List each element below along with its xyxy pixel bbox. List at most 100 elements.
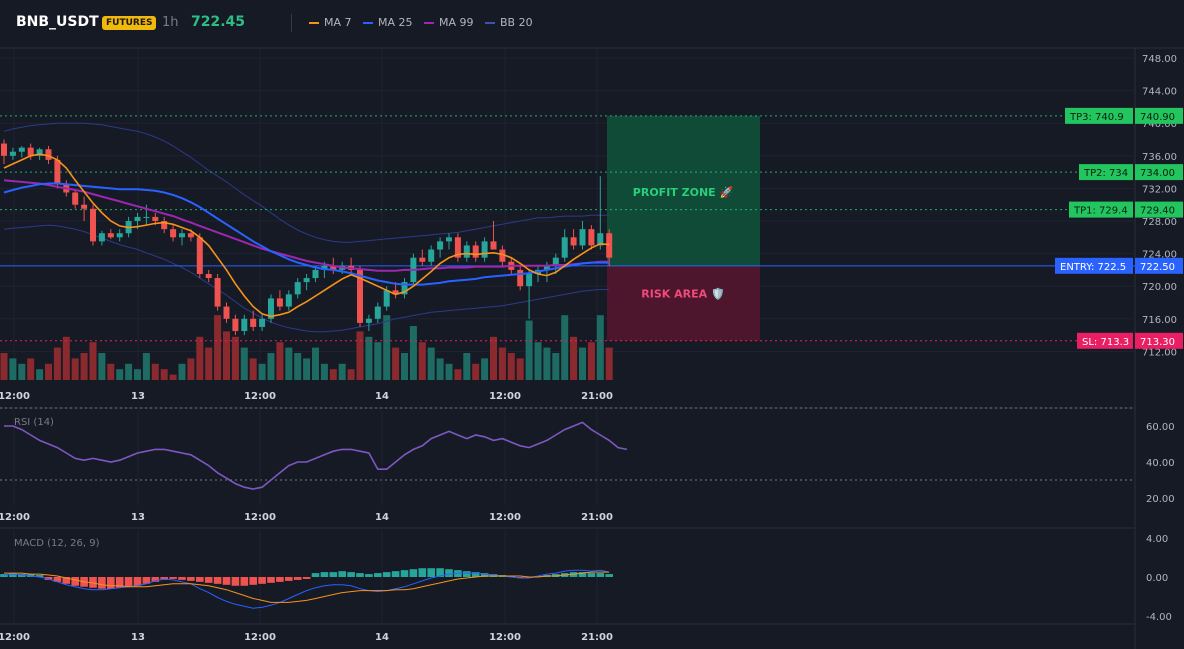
chart-header: BNB_USDT FUTURES 1h 722.45 MA 7 MA 25 MA…: [0, 0, 1184, 48]
ma99-swatch-icon: [424, 21, 434, 24]
macd-signal-line: [4, 571, 610, 603]
macd-x-tick-label: 14: [375, 632, 389, 643]
volume-bar: [374, 342, 382, 380]
legend-ma7-label: MA 7: [324, 16, 352, 29]
candle-body: [428, 249, 435, 262]
legend-ma99[interactable]: MA 99: [424, 16, 474, 29]
volume-bar: [338, 363, 346, 380]
volume-bar: [525, 320, 533, 380]
candle-body: [463, 245, 470, 258]
legend-ma99-label: MA 99: [439, 16, 474, 29]
legend-ma25[interactable]: MA 25: [363, 16, 413, 29]
volume-bar: [294, 353, 302, 380]
candle-body: [45, 149, 52, 160]
volume-bar: [436, 358, 444, 380]
volume-bar: [231, 336, 239, 380]
main-y-tick-label: 736.00: [1142, 152, 1177, 163]
volume-bar: [125, 363, 133, 380]
rsi-line: [4, 421, 628, 490]
volume-bar: [187, 358, 195, 380]
candle-body: [294, 282, 301, 295]
candle-body: [187, 233, 194, 238]
candle-body: [321, 265, 328, 270]
volume-bar: [543, 347, 551, 380]
level-tp2-tag-text: TP2: 734: [1083, 168, 1128, 179]
macd-histogram-bar: [605, 574, 613, 577]
macd-histogram-bar: [53, 577, 62, 582]
volume-bar: [401, 353, 408, 380]
macd-histogram-bar: [436, 568, 444, 577]
volume-bar: [53, 347, 61, 380]
level-sl-axis-price: 713.30: [1140, 337, 1175, 348]
bb20-swatch-icon: [485, 21, 495, 24]
main-y-tick-label: 712.00: [1142, 347, 1177, 358]
level-tp2-axis-price: 734.00: [1140, 168, 1175, 179]
candle-body: [561, 237, 568, 258]
candle-body: [259, 318, 266, 327]
volume-bar: [80, 353, 88, 380]
candle-body: [98, 233, 105, 242]
ma25-line: [3, 182, 610, 286]
candle-body: [250, 318, 257, 327]
macd-x-tick-label: 13: [131, 632, 145, 643]
macd-x-tick-label: 12:00: [0, 632, 30, 643]
main-y-tick-label: 748.00: [1142, 54, 1177, 65]
volume-bar: [507, 353, 515, 380]
volume-bar: [605, 347, 613, 380]
level-entry-axis-price: 722.50: [1140, 262, 1175, 273]
rsi-x-tick-label: 12:00: [489, 512, 521, 523]
ma25-swatch-icon: [363, 21, 373, 24]
macd-histogram-bar: [222, 577, 231, 585]
macd-histogram-bar: [204, 577, 213, 583]
volume-bar: [205, 347, 213, 380]
candle-body: [570, 237, 577, 246]
volume-bar: [0, 353, 8, 380]
futures-badge: FUTURES: [102, 16, 157, 30]
volume-bar: [427, 347, 435, 380]
candle-body: [36, 149, 43, 156]
macd-histogram-bar: [276, 577, 284, 582]
candle-body: [232, 318, 239, 332]
rsi-x-tick-label: 21:00: [581, 512, 613, 523]
candle-body: [27, 147, 34, 156]
macd-line: [3, 569, 610, 609]
legend-bb20-label: BB 20: [500, 16, 533, 29]
main-y-tick-label: 744.00: [1142, 87, 1177, 98]
volume-bar: [534, 342, 542, 380]
timeframe-label[interactable]: 1h: [162, 15, 179, 30]
macd-histogram-bar: [587, 573, 596, 577]
volume-bar: [516, 358, 524, 380]
volume-bar: [490, 336, 497, 380]
legend-ma7[interactable]: MA 7: [309, 16, 352, 29]
macd-x-tick-label: 21:00: [581, 632, 613, 643]
macd-histogram-bar: [302, 577, 311, 579]
main-y-tick-label: 724.00: [1142, 250, 1177, 261]
macd-y-tick-label: 0.00: [1146, 573, 1168, 584]
legend-bb20[interactable]: BB 20: [485, 16, 533, 29]
macd-histogram-bar: [178, 577, 186, 580]
macd-histogram-bar: [471, 572, 480, 577]
level-tp2-axis-tag: [1135, 164, 1183, 181]
level-sl-tag-text: SL: 713.3: [1082, 337, 1129, 348]
volume-bar: [312, 347, 319, 380]
candle-body: [588, 229, 595, 246]
level-tp1-axis-price: 729.40: [1140, 206, 1175, 217]
volume-bar: [463, 353, 471, 380]
symbol-name[interactable]: BNB_USDT: [16, 14, 99, 30]
macd-histogram-bar: [89, 577, 97, 588]
macd-histogram-bar: [356, 573, 364, 577]
risk-zone: [607, 265, 760, 341]
macd-histogram-bar: [267, 577, 275, 583]
macd-histogram-bar: [418, 568, 427, 577]
macd-histogram-bar: [115, 577, 124, 588]
volume-bar: [196, 336, 204, 380]
ma7-swatch-icon: [309, 21, 319, 24]
volume-bar: [303, 358, 311, 380]
macd-histogram-bar: [445, 569, 453, 577]
volume-bar: [409, 326, 417, 380]
macd-histogram-bar: [463, 571, 471, 577]
volume-bar: [223, 331, 230, 380]
macd-histogram-bar: [382, 572, 391, 577]
volume-bar: [561, 315, 569, 380]
